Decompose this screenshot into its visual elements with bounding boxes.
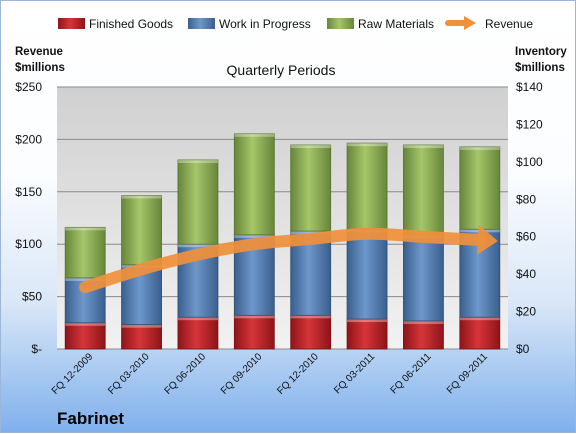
x-tick-label: FQ 09-2011: [445, 351, 490, 396]
legend-label-raw-materials: Raw Materials: [358, 17, 434, 31]
right-tick-label: $0: [516, 342, 530, 356]
bar-finished-goods: [178, 317, 218, 349]
bar-raw-materials-cap: [403, 145, 443, 148]
legend-swatch-finished-goods: [58, 18, 85, 29]
legend-label-work-in-progress: Work in Progress: [219, 17, 311, 31]
right-tick-label: $80: [516, 192, 536, 206]
legend-swatch-raw-materials: [327, 18, 354, 29]
bar-finished-goods-cap: [403, 321, 443, 324]
right-tick-label: $60: [516, 230, 536, 244]
bar-finished-goods-cap: [460, 317, 500, 320]
right-tick-label: $40: [516, 267, 536, 281]
y-right-ticks: $0 $20 $40 $60 $80 $100 $120 $140: [516, 80, 543, 356]
bar-raw-materials-cap: [347, 143, 387, 146]
right-tick-label: $120: [516, 117, 543, 131]
bar-raw-materials-cap: [122, 196, 162, 199]
company-name: Fabrinet: [57, 409, 124, 428]
chart-title: Quarterly Periods: [227, 62, 336, 78]
legend-label-finished-goods: Finished Goods: [89, 17, 173, 31]
x-tick-label: FQ 03-2010: [106, 351, 152, 397]
bar-finished-goods: [234, 315, 274, 349]
bar-finished-goods-cap: [347, 319, 387, 322]
legend: Finished Goods Work in Progress Raw Mate…: [58, 16, 533, 31]
left-tick-label: $250: [15, 80, 42, 94]
left-tick-label: $50: [22, 290, 42, 304]
bar-raw-materials-cap: [291, 145, 331, 148]
bar-raw-materials-cap: [234, 134, 274, 137]
right-tick-label: $140: [516, 80, 543, 94]
bar-finished-goods-cap: [178, 317, 218, 320]
left-axis-title-line1: Revenue: [15, 46, 63, 58]
legend-swatch-revenue: [448, 16, 476, 30]
bar-work-in-progress: [403, 235, 443, 321]
x-tick-label: FQ 12-2010: [275, 351, 321, 397]
bar-raw-materials-cap: [65, 227, 105, 230]
bar-finished-goods-cap: [291, 315, 331, 318]
bar-raw-materials-cap: [460, 147, 500, 150]
bar-finished-goods-cap: [122, 325, 162, 328]
bar-raw-materials: [460, 147, 500, 229]
x-tick-label: FQ 06-2010: [163, 351, 209, 397]
bar-raw-materials-cap: [178, 160, 218, 163]
bar-finished-goods-cap: [234, 315, 274, 318]
left-tick-label: $100: [15, 237, 42, 251]
left-axis-title-line2: $millions: [15, 62, 65, 74]
bar-finished-goods: [65, 323, 105, 349]
bar-raw-materials: [178, 160, 218, 244]
right-axis-title-line1: Inventory: [515, 46, 567, 58]
bar-finished-goods: [403, 321, 443, 349]
x-tick-label: FQ 09-2010: [219, 351, 265, 397]
right-tick-label: $100: [516, 155, 543, 169]
bar-finished-goods: [460, 317, 500, 349]
bar-raw-materials: [347, 143, 387, 229]
legend-swatch-work-in-progress: [188, 18, 215, 29]
x-tick-label: FQ 03-2011: [332, 351, 377, 396]
bar-raw-materials: [403, 145, 443, 235]
bar-finished-goods: [291, 315, 331, 349]
bar-raw-materials: [65, 227, 105, 278]
left-tick-label: $150: [15, 185, 42, 199]
bar-raw-materials: [122, 196, 162, 265]
x-tick-label: FQ 06-2011: [389, 351, 434, 396]
bar-finished-goods: [347, 319, 387, 349]
bar-raw-materials: [291, 145, 331, 231]
legend-label-revenue: Revenue: [485, 17, 533, 31]
bar-finished-goods: [122, 325, 162, 349]
left-tick-label: $200: [15, 132, 42, 146]
left-tick-label: $-: [31, 342, 42, 356]
bar-raw-materials: [234, 134, 274, 235]
y-left-ticks: $- $50 $100 $150 $200 $250: [15, 80, 42, 356]
right-axis-title-line2: $millions: [515, 62, 565, 74]
x-tick-label: FQ 12-2009: [50, 351, 96, 397]
bar-finished-goods-cap: [65, 323, 105, 326]
bar-work-in-progress: [347, 229, 387, 319]
right-tick-label: $20: [516, 305, 536, 319]
